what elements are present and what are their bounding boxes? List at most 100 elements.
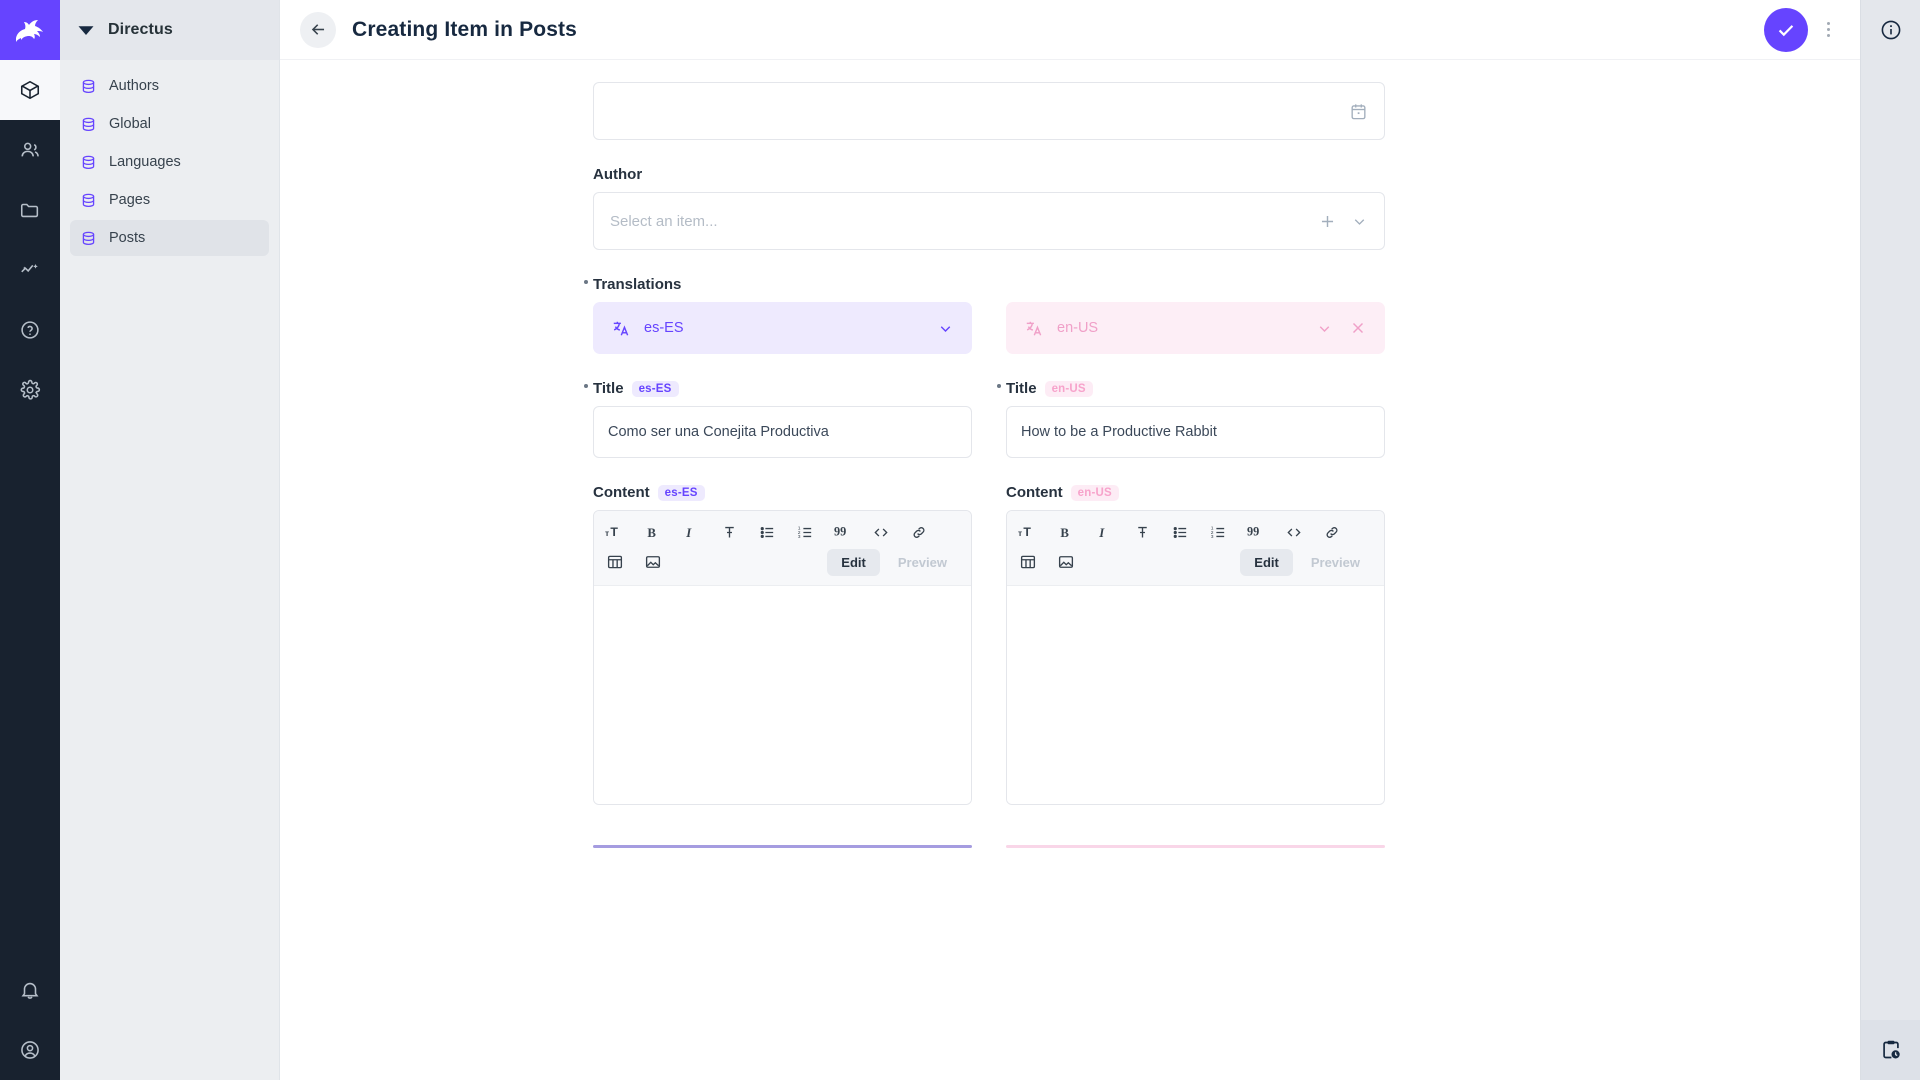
rail-item-account[interactable] [0, 1020, 60, 1080]
module-rail [0, 0, 60, 1080]
bullet-list-icon[interactable] [1169, 521, 1191, 543]
revisions-button[interactable] [1860, 1020, 1920, 1080]
folder-icon [20, 203, 39, 218]
rail-item-content[interactable] [0, 60, 60, 120]
table-icon[interactable] [1017, 551, 1039, 573]
svg-text:99: 99 [1247, 524, 1259, 538]
sidebar-item-pages[interactable]: Pages [70, 182, 269, 218]
analytics-icon [21, 264, 38, 273]
title-input-value-es: Como ser una Conejita Productiva [608, 424, 829, 440]
link-icon[interactable] [1321, 521, 1343, 543]
arrow-left-icon [311, 24, 324, 35]
save-button[interactable] [1764, 7, 1808, 52]
strikethrough-icon[interactable] [718, 521, 740, 543]
field-title-row: Title es-ES Como ser una Conejita Produc… [584, 380, 1385, 458]
translation-divider-es [593, 845, 972, 848]
close-icon[interactable] [1349, 319, 1367, 337]
sidebar-item-global[interactable]: Global [70, 106, 269, 142]
database-icon [80, 116, 97, 133]
directus-logo[interactable] [0, 0, 60, 60]
rail-item-docs[interactable] [0, 300, 60, 360]
italic-icon[interactable]: I [1093, 521, 1115, 543]
locale-badge-es: es-ES [657, 484, 705, 501]
blockquote-icon[interactable]: 99 [832, 521, 854, 543]
svg-text:T: T [610, 525, 618, 539]
bullet-list-icon[interactable] [756, 521, 778, 543]
field-author: Author Select an item... [593, 166, 1385, 250]
rail-item-files[interactable] [0, 180, 60, 240]
editor-body-es[interactable] [594, 586, 971, 804]
svg-text:т: т [605, 528, 609, 538]
editor-mode-edit[interactable]: Edit [1240, 548, 1293, 576]
code-icon[interactable] [1283, 521, 1305, 543]
chevron-down-icon[interactable] [1351, 213, 1368, 230]
rail-item-notifications[interactable] [0, 960, 60, 1020]
title-input-en[interactable]: How to be a Productive Rabbit [1006, 406, 1385, 458]
image-icon[interactable] [642, 551, 664, 573]
help-circle-icon [21, 321, 39, 339]
field-title-en: Title en-US How to be a Productive Rabbi… [997, 380, 1385, 458]
more-options-button[interactable] [1814, 8, 1842, 52]
translation-chip-en-US[interactable]: en-US [1006, 302, 1385, 354]
bold-icon[interactable]: B [1055, 521, 1077, 543]
sidebar-item-languages[interactable]: Languages [70, 144, 269, 180]
svg-text:3: 3 [797, 534, 800, 540]
title-input-value-en: How to be a Productive Rabbit [1021, 424, 1217, 440]
database-icon [80, 78, 97, 95]
translate-icon [613, 321, 629, 335]
toolbar-row-2: Edit Preview [1017, 547, 1374, 577]
field-translations: Translations es-ES [584, 276, 1385, 354]
code-icon[interactable] [870, 521, 892, 543]
content-label-text: Content [1006, 484, 1063, 501]
sidebar-item-posts[interactable]: Posts [70, 220, 269, 256]
info-button[interactable] [1861, 0, 1920, 60]
chevron-down-icon[interactable] [1316, 320, 1333, 337]
bold-icon[interactable]: B [642, 521, 664, 543]
table-icon[interactable] [604, 551, 626, 573]
form-scroll-area[interactable]: Author Select an item... [280, 60, 1860, 1080]
database-icon [80, 192, 97, 209]
collection-sidebar: Directus Authors Gl [60, 0, 280, 1080]
translation-chip-es-ES[interactable]: es-ES [593, 302, 972, 354]
title-input-es[interactable]: Como ser una Conejita Productiva [593, 406, 972, 458]
chevron-down-icon[interactable] [937, 320, 954, 337]
editor-mode-toggle-es: Edit Preview [827, 548, 961, 576]
title-label-en: Title en-US [997, 380, 1385, 397]
rail-item-users[interactable] [0, 120, 60, 180]
strikethrough-icon[interactable] [1131, 521, 1153, 543]
rail-item-settings[interactable] [0, 360, 60, 420]
rail-item-insights[interactable] [0, 240, 60, 300]
sidebar-item-authors[interactable]: Authors [70, 68, 269, 104]
translation-chip-code: es-ES [644, 320, 684, 336]
date-input-trailing [1349, 102, 1368, 121]
editor-mode-preview[interactable]: Preview [1310, 554, 1360, 570]
back-button[interactable] [300, 11, 336, 48]
editor-mode-preview[interactable]: Preview [897, 554, 947, 570]
editor-body-en[interactable] [1007, 586, 1384, 804]
svg-text:т: т [1018, 528, 1022, 538]
blockquote-icon[interactable]: 99 [1245, 521, 1267, 543]
italic-icon[interactable]: I [680, 521, 702, 543]
field-date [593, 82, 1385, 140]
image-icon[interactable] [1055, 551, 1077, 573]
date-input[interactable] [593, 82, 1385, 140]
link-icon[interactable] [908, 521, 930, 543]
plus-icon[interactable] [1318, 212, 1337, 231]
project-name: Directus [108, 21, 173, 38]
sidebar-item-label: Languages [109, 154, 181, 170]
calendar-icon[interactable] [1349, 102, 1368, 121]
users-icon [21, 142, 39, 157]
editor-mode-edit[interactable]: Edit [827, 548, 880, 576]
editor-mode-toggle-en: Edit Preview [1240, 548, 1374, 576]
author-select[interactable]: Select an item... [593, 192, 1385, 250]
